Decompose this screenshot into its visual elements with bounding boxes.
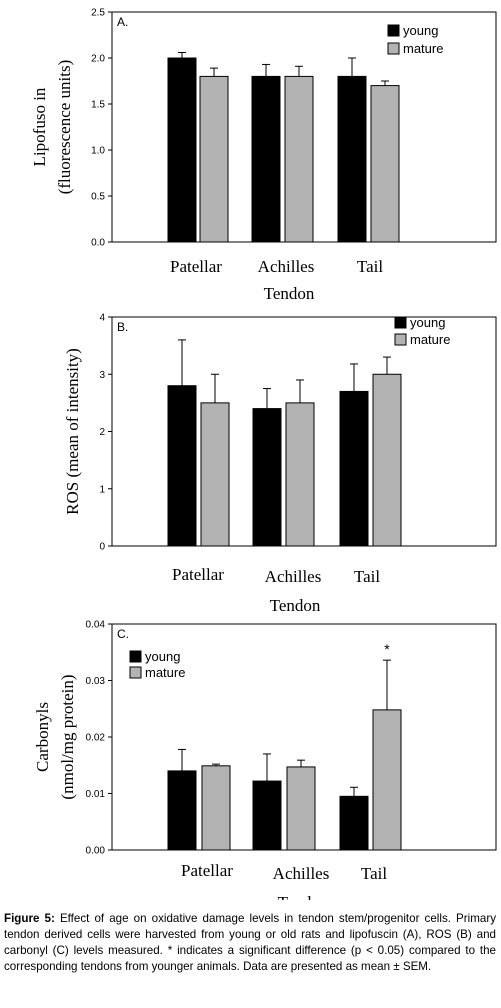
bar-young-achilles — [252, 780, 282, 851]
legend-swatch-young — [394, 316, 407, 329]
bar-mature-achilles — [285, 402, 315, 547]
legend-swatch-mature — [129, 666, 142, 679]
legend-swatch-mature — [394, 333, 407, 346]
bar-young-patellar — [167, 770, 197, 851]
bar-young-achilles — [251, 75, 281, 243]
bar-mature-patellar — [199, 75, 229, 243]
chart-panel-c: 0.00 0.01 0.02 0.03 0.04 C. Carbonyls (nmol/mg … — [33, 620, 497, 900]
y-tick-label: 1 — [99, 484, 105, 495]
panel-label: A. — [117, 15, 128, 29]
panel-label: C. — [117, 627, 129, 641]
bar-young-patellar — [167, 57, 197, 243]
y-tick-label: 3 — [99, 370, 105, 381]
significance-marker: * — [384, 641, 390, 657]
y-tick-label: 0.01 — [86, 789, 106, 800]
bar-young-tail — [339, 795, 369, 851]
x-axis-label: Tendon — [278, 893, 329, 900]
bar-young-tail — [339, 390, 369, 547]
y-axis-label: ROS (mean of intensity) — [63, 348, 82, 515]
x-category-label: Patellar — [181, 861, 233, 880]
legend-swatch-young — [129, 650, 142, 663]
y-axis-label: Carbonyls — [33, 702, 52, 772]
x-category-label: Achilles — [273, 864, 330, 883]
bar-mature-tail — [372, 709, 402, 851]
y-axis-label: Lipofuso in — [30, 87, 49, 166]
y-tick-label: 0.00 — [86, 846, 106, 857]
y-tick-label: 2.5 — [91, 8, 105, 19]
bar-young-tail — [337, 75, 367, 243]
y-tick-label: 0.0 — [91, 238, 105, 249]
legend-label-mature: mature — [410, 332, 450, 347]
x-category-label: Tail — [357, 257, 383, 276]
legend-label-mature: mature — [145, 665, 185, 680]
y-tick-label: 1.0 — [91, 146, 105, 157]
x-axis-label: Tendon — [270, 596, 321, 615]
legend-label-young: young — [403, 23, 438, 38]
y-tick-label: 0.5 — [91, 192, 105, 203]
bar-mature-achilles — [284, 75, 314, 243]
x-category-label: Patellar — [172, 565, 224, 584]
figure-5-charts: 0.0 0.5 1.0 1.5 2.0 2.5 A. Lipofuso in (fluoresc… — [30, 8, 497, 900]
y-tick-label: 0.04 — [86, 620, 106, 631]
y-tick-label: 4 — [99, 313, 105, 324]
bar-mature-patellar — [201, 765, 231, 851]
y-tick-label: 2 — [99, 427, 105, 438]
legend-label-young: young — [145, 649, 180, 664]
y-tick-label: 2.0 — [91, 54, 105, 65]
bar-young-achilles — [252, 408, 282, 547]
panel-label: B. — [117, 320, 128, 334]
x-axis-label: Tendon — [264, 284, 315, 303]
y-tick-label: 1.5 — [91, 100, 105, 111]
x-category-label: Tail — [361, 864, 387, 883]
bar-young-patellar — [167, 385, 197, 547]
caption-text: Effect of age on oxidative damage levels… — [4, 912, 496, 973]
caption-label: Figure 5: — [4, 912, 55, 925]
bar-mature-patellar — [200, 402, 230, 547]
legend-swatch-young — [387, 24, 400, 37]
x-category-label: Tail — [354, 567, 380, 586]
y-tick-label: 0.02 — [86, 733, 106, 744]
bar-mature-tail — [372, 373, 402, 547]
x-category-label: Achilles — [258, 257, 315, 276]
x-category-label: Patellar — [170, 257, 222, 276]
bar-mature-achilles — [286, 766, 316, 851]
legend-label-young: young — [410, 315, 445, 330]
y-tick-label: 0 — [99, 542, 105, 553]
figure-caption: Figure 5: Effect of age on oxidative dam… — [4, 911, 496, 975]
chart-panel-b: 0 1 2 3 4 B. ROS (mean of intensity) Patellar Ac… — [63, 313, 497, 615]
bar-mature-tail — [370, 85, 400, 243]
y-axis-label: (fluorescence units) — [55, 60, 74, 195]
legend-swatch-mature — [387, 42, 400, 55]
y-axis-label: (nmol/mg protein) — [58, 674, 77, 799]
x-category-label: Achilles — [265, 567, 322, 586]
legend-label-mature: mature — [403, 41, 443, 56]
chart-panel-a: 0.0 0.5 1.0 1.5 2.0 2.5 A. Lipofuso in (fluoresc… — [30, 8, 497, 303]
y-tick-label: 0.03 — [86, 676, 106, 687]
